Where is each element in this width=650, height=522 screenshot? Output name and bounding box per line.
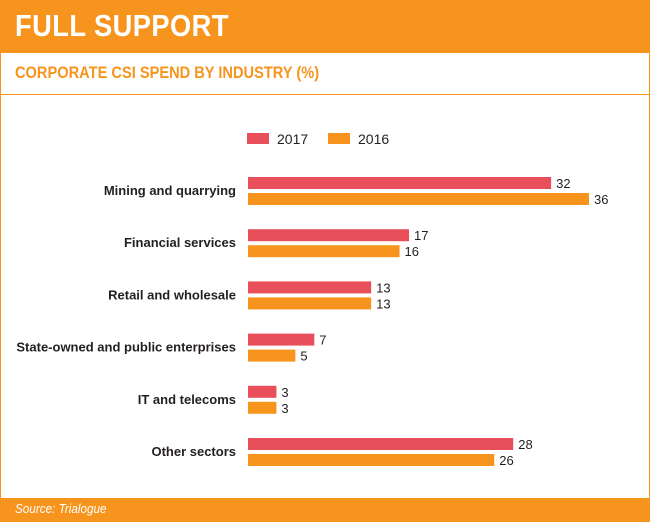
bar-2016-state-owned-and-public-enterprises: [248, 349, 296, 362]
bar-2016-it-and-telecoms: [248, 401, 277, 414]
data-label-2017: 3: [281, 385, 288, 400]
category-label: Mining and quarrying: [104, 183, 236, 198]
legend-swatch-2016: [328, 133, 350, 144]
data-label-2016: 36: [594, 192, 608, 207]
legend-swatch-2017: [247, 133, 269, 144]
category-label: State-owned and public enterprises: [16, 340, 236, 355]
legend-label-2016: 2016: [358, 131, 389, 147]
bar-2017-retail-and-wholesale: [248, 281, 372, 294]
divider: [1, 94, 649, 95]
data-label-2016: 16: [405, 244, 419, 259]
category-label: IT and telecoms: [138, 392, 236, 407]
data-label-2017: 17: [414, 228, 428, 243]
category-label: Retail and wholesale: [108, 287, 236, 302]
data-label-2017: 32: [556, 176, 570, 191]
bar-group-state-owned-and-public-enterprises: State-owned and public enterprises 75: [16, 333, 326, 364]
footer-bar: Source: Trialogue: [1, 498, 649, 521]
data-label-2016: 5: [300, 349, 307, 364]
bar-group-mining-and-quarrying: Mining and quarrying 32 36: [104, 176, 609, 207]
legend-label-2017: 2017: [277, 131, 308, 147]
data-label-2016: 13: [376, 296, 390, 311]
data-label-2017: 7: [319, 333, 326, 348]
bar-group-other-sectors: Other sectors 28 26: [151, 437, 532, 468]
bar-2017-financial-services: [248, 229, 410, 242]
banner-title: FULL SUPPORT: [15, 8, 229, 43]
data-label-2017: 13: [376, 280, 390, 295]
bar-2017-mining-and-quarrying: [248, 177, 552, 189]
category-label: Other sectors: [151, 444, 236, 459]
legend: 2017 2016: [247, 131, 389, 147]
bar-2016-financial-services: [248, 245, 400, 258]
bar-2016-other-sectors: [248, 454, 495, 466]
bar-2017-state-owned-and-public-enterprises: [248, 333, 315, 346]
chart-subtitle: CORPORATE CSI SPEND BY INDUSTRY (%): [15, 63, 320, 82]
bar-chart: 2017 2016 Mining and quarrying 32 36 Financi…: [16, 131, 608, 468]
data-label-2016: 26: [499, 453, 513, 468]
data-label-2016: 3: [281, 401, 288, 416]
bar-2016-retail-and-wholesale: [248, 297, 372, 310]
title-banner: FULL SUPPORT: [1, 1, 649, 53]
category-label: Financial services: [124, 235, 236, 250]
source-note: Source: Trialogue: [15, 501, 107, 516]
data-label-2017: 28: [518, 437, 532, 452]
bar-2017-it-and-telecoms: [248, 385, 277, 398]
plot-area: Mining and quarrying 32 36 Financial servic…: [16, 176, 608, 468]
bar-2016-mining-and-quarrying: [248, 193, 589, 205]
bar-group-it-and-telecoms: IT and telecoms 33: [138, 385, 289, 416]
bar-2017-other-sectors: [248, 438, 514, 450]
